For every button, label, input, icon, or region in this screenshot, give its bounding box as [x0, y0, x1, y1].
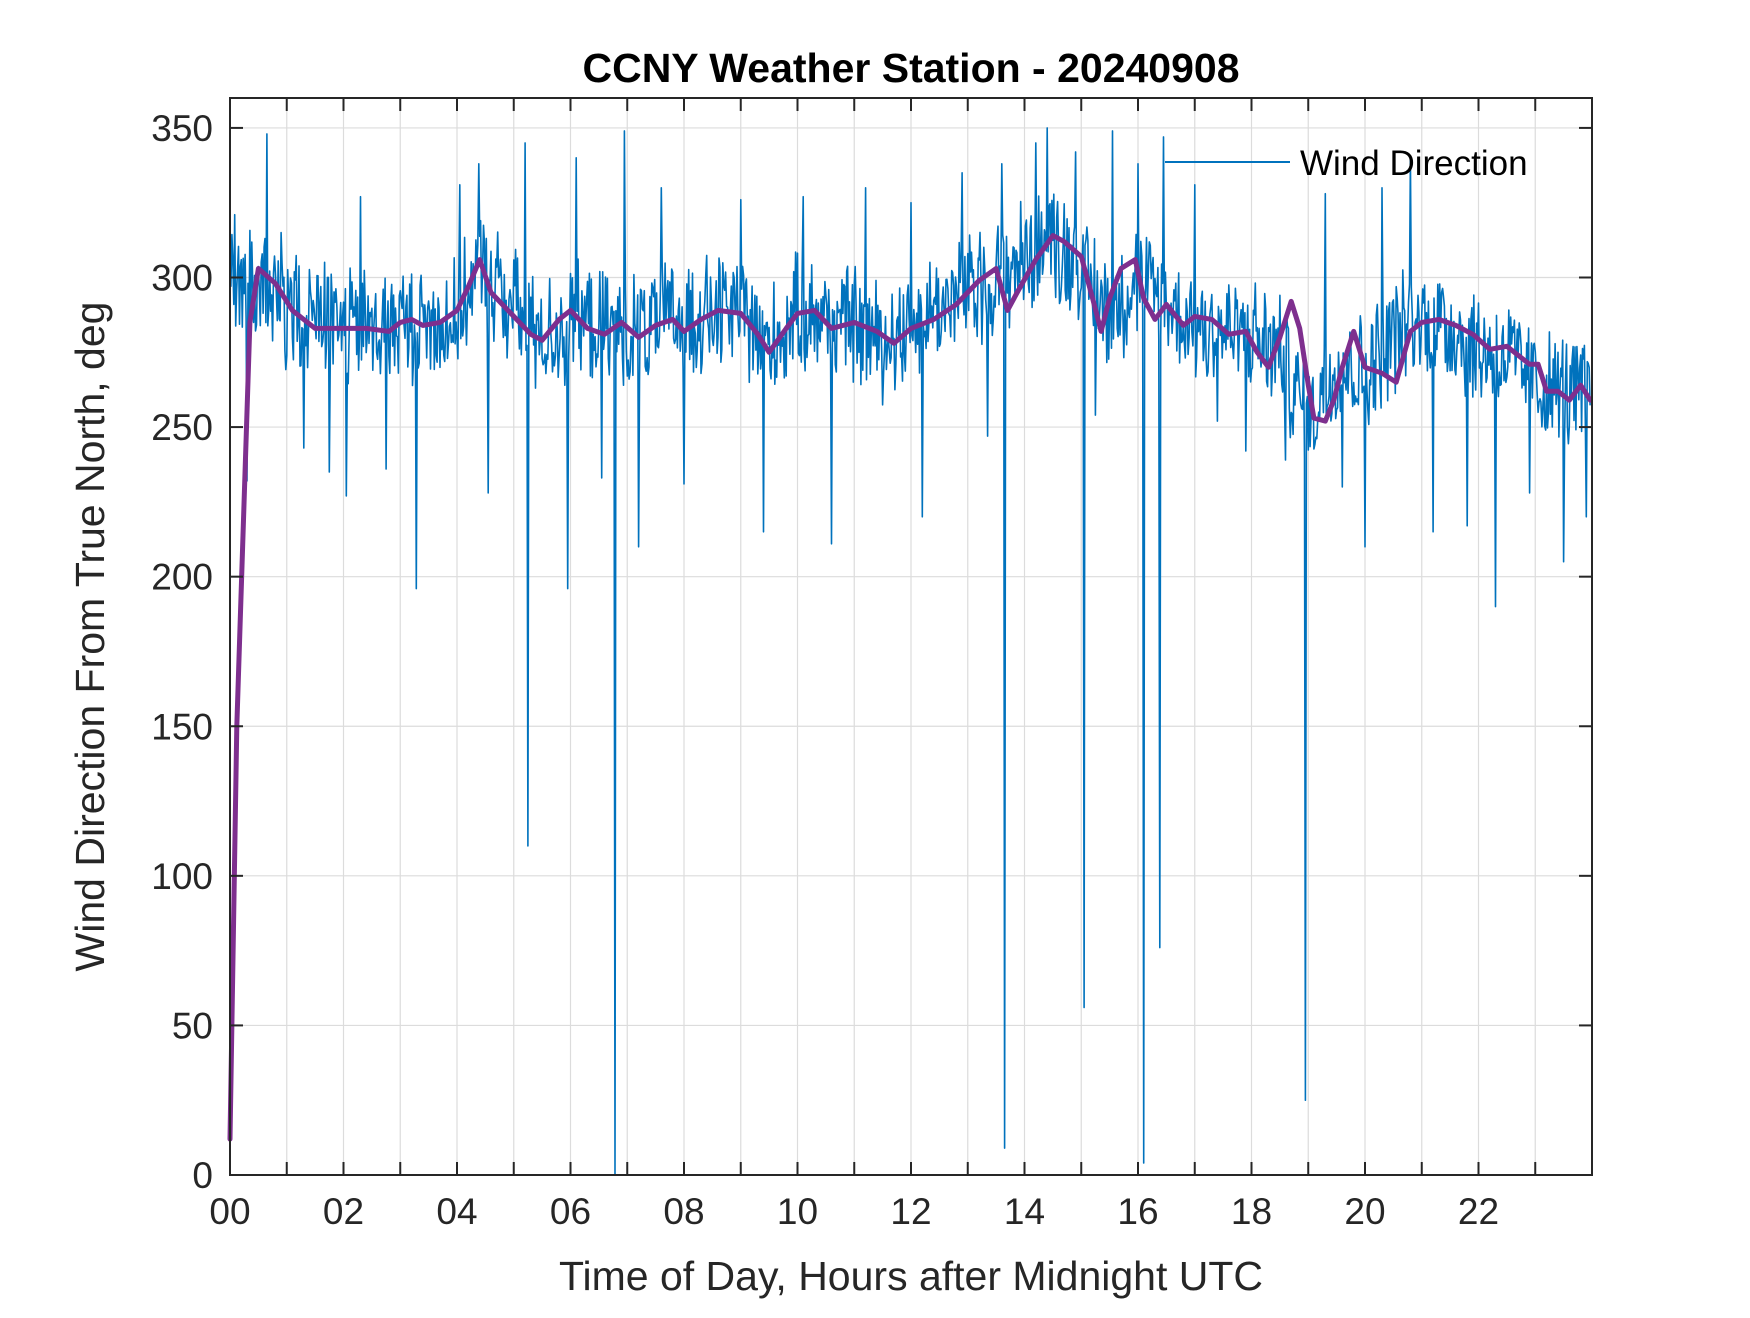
x-tick-label: 02: [323, 1191, 364, 1232]
x-tick-label: 18: [1231, 1191, 1272, 1232]
x-tick-label: 14: [1004, 1191, 1045, 1232]
chart-title: CCNY Weather Station - 20240908: [582, 45, 1239, 91]
y-tick-label: 300: [151, 258, 213, 299]
y-tick-label: 100: [151, 856, 213, 897]
x-tick-label: 16: [1117, 1191, 1158, 1232]
x-tick-label: 12: [890, 1191, 931, 1232]
x-tick-label: 08: [663, 1191, 704, 1232]
x-tick-label: 22: [1458, 1191, 1499, 1232]
x-axis-title: Time of Day, Hours after Midnight UTC: [559, 1253, 1263, 1299]
legend: Wind Direction: [1165, 144, 1528, 183]
y-tick-label: 350: [151, 108, 213, 149]
y-tick-label: 200: [151, 557, 213, 598]
series-line-wind-direction: [229, 127, 1591, 1176]
x-tick-label: 10: [777, 1191, 818, 1232]
y-tick-label: 150: [151, 706, 213, 747]
y-tick-label: 250: [151, 407, 213, 448]
x-tick-label: 20: [1344, 1191, 1385, 1232]
axis-ticks: 00 02 04 06 08 10 12 14 16 18 20 22 0 50 100 150 200 250 3…: [151, 98, 1592, 1232]
legend-label-wind-direction: Wind Direction: [1300, 144, 1528, 183]
series-line-running-mean: [227, 233, 1593, 1142]
y-axis-title: Wind Direction From True North, deg: [67, 302, 113, 972]
x-tick-label: 00: [209, 1191, 250, 1232]
y-tick-label: 50: [172, 1005, 213, 1046]
x-tick-label: 06: [550, 1191, 591, 1232]
data-series: [227, 127, 1593, 1176]
x-tick-label: 04: [436, 1191, 477, 1232]
y-tick-label: 0: [192, 1155, 213, 1196]
